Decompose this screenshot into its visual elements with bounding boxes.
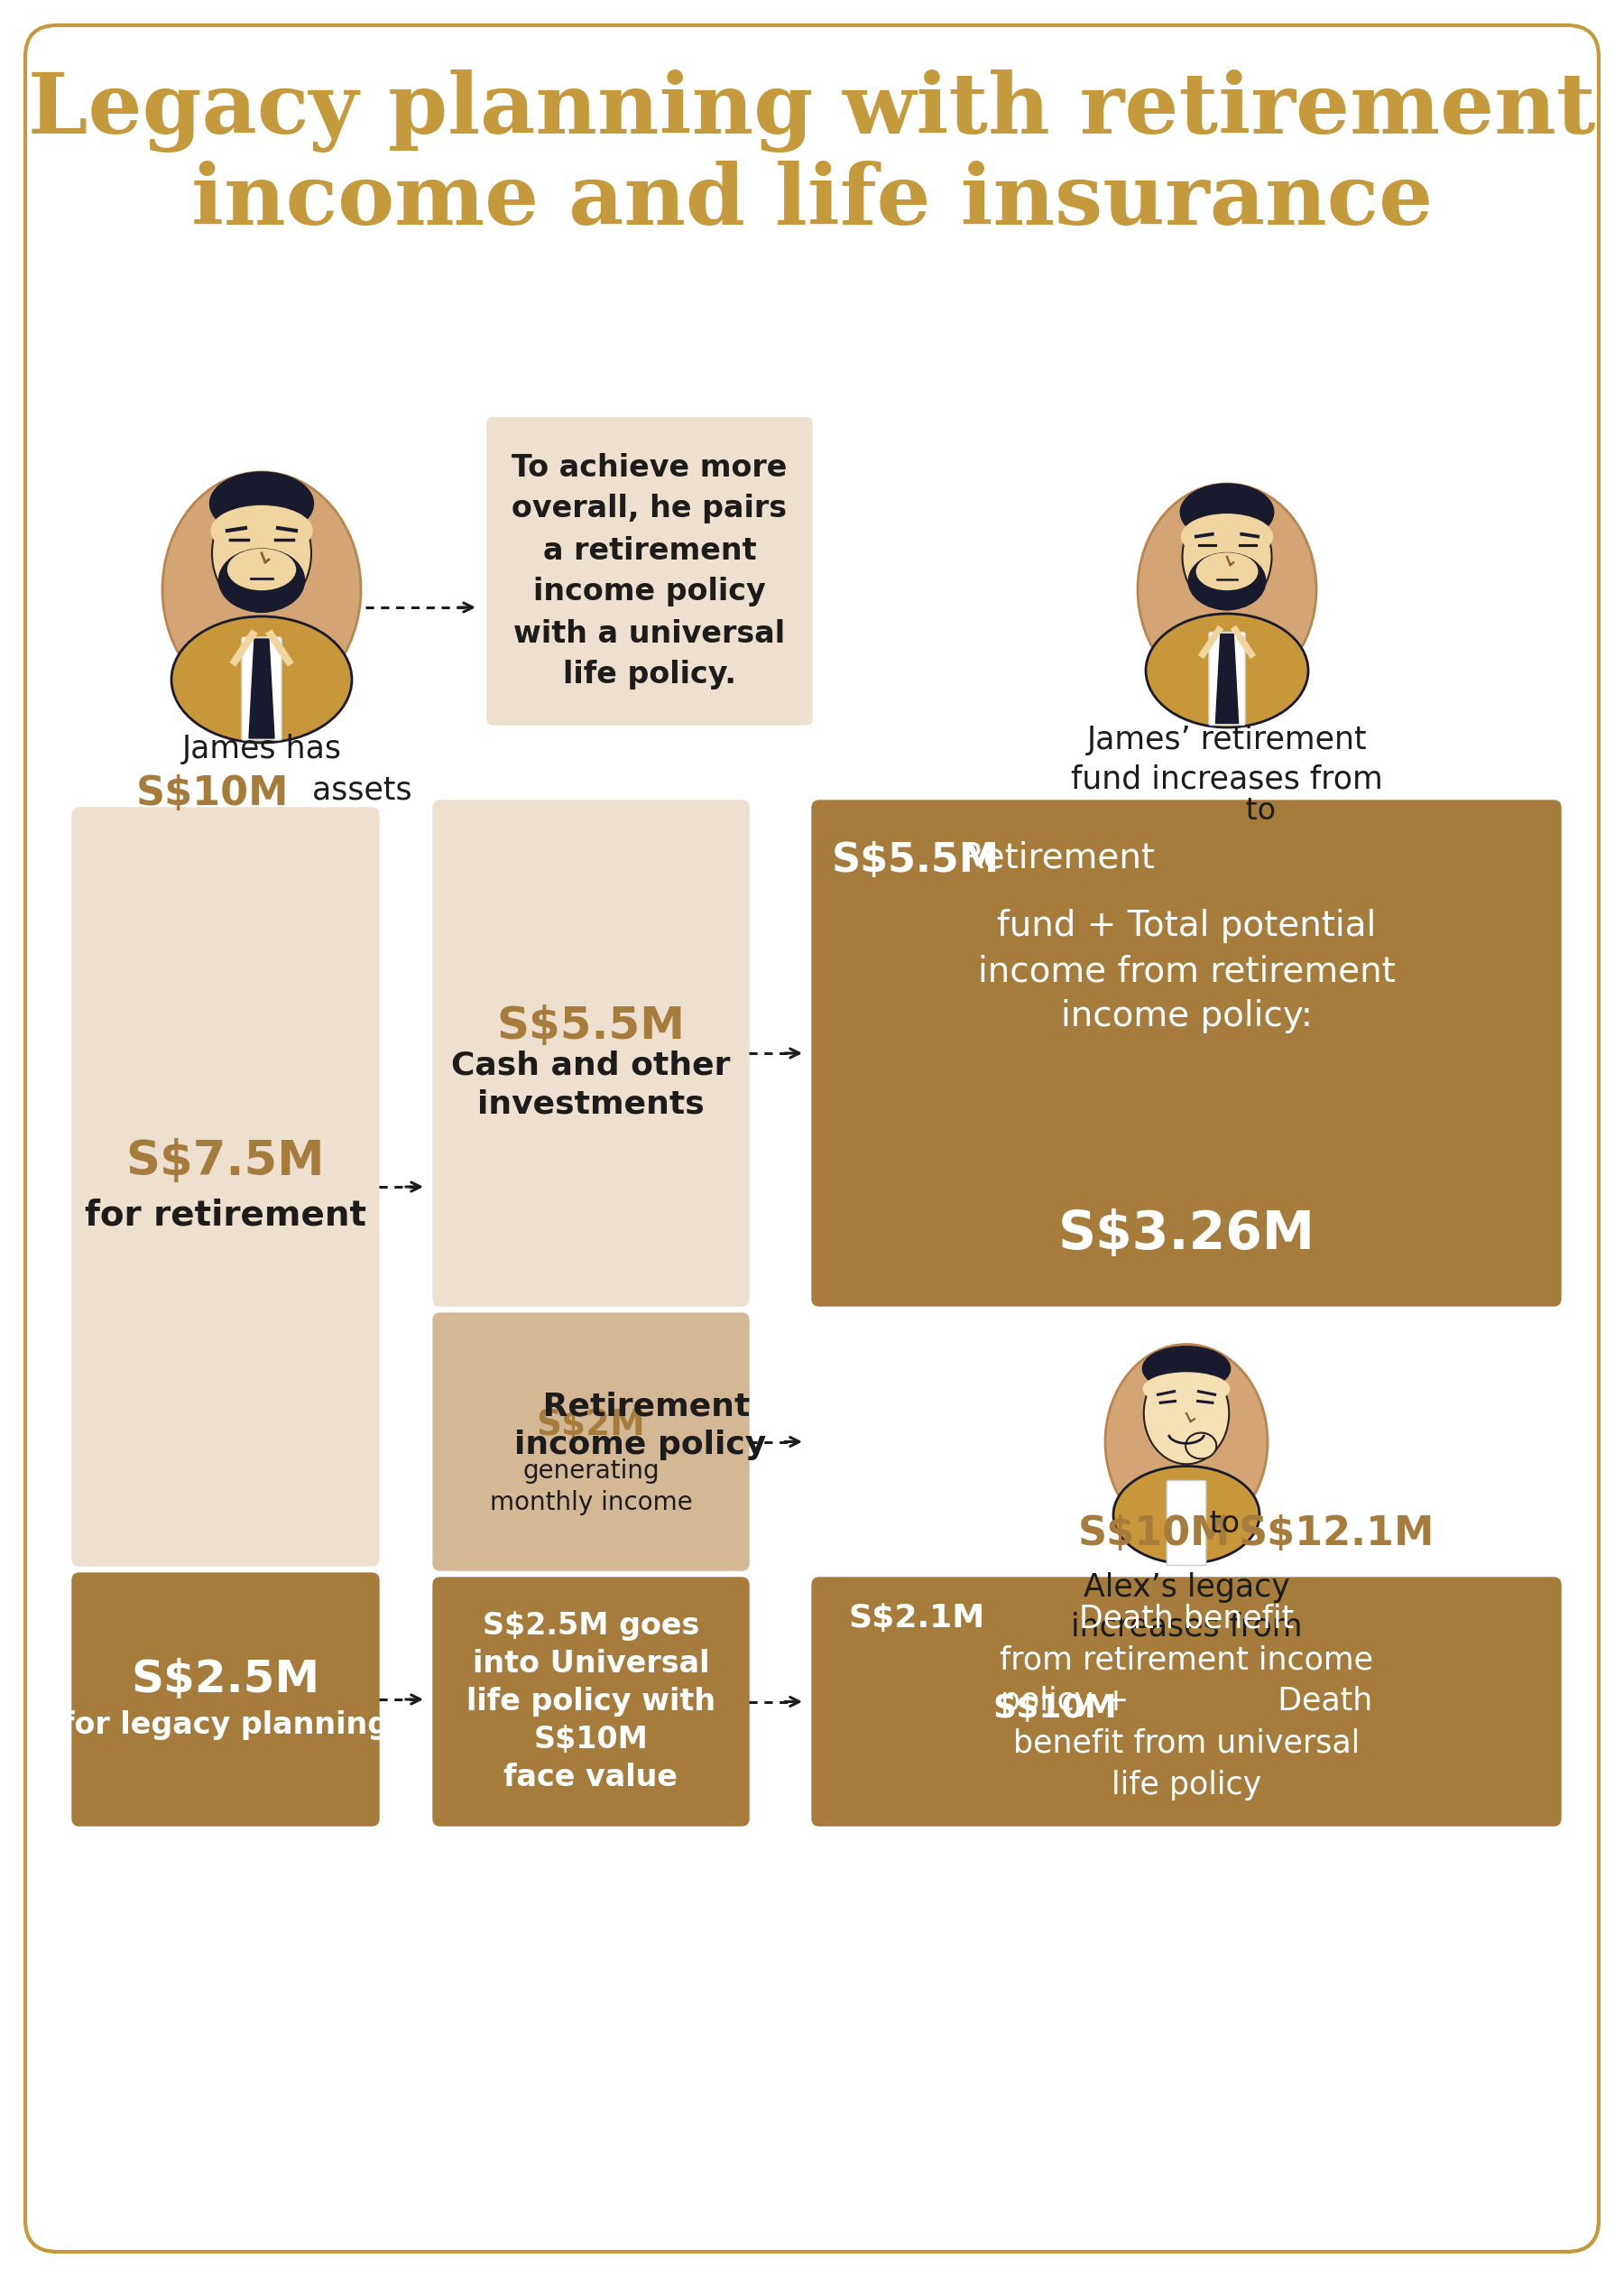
Ellipse shape [162,471,361,706]
Text: generating
monthly income: generating monthly income [489,1460,692,1514]
Text: S$8.76M: S$8.76M [1276,802,1473,840]
Text: James has: James has [182,733,341,765]
Text: S$5.5M: S$5.5M [831,840,1000,879]
FancyBboxPatch shape [434,1578,749,1826]
FancyBboxPatch shape [487,419,812,724]
Ellipse shape [1147,615,1309,726]
Ellipse shape [227,549,296,590]
Ellipse shape [172,617,352,742]
Ellipse shape [219,549,305,613]
FancyBboxPatch shape [26,25,1598,2252]
Text: S$7.5M: S$7.5M [127,1138,325,1184]
Text: Legacy planning with retirement: Legacy planning with retirement [28,71,1596,153]
Text: James’ retirement
fund increases from: James’ retirement fund increases from [1072,724,1384,795]
Text: for legacy planning: for legacy planning [62,1710,390,1740]
FancyBboxPatch shape [812,802,1561,1307]
Ellipse shape [1197,553,1257,590]
Ellipse shape [213,494,312,613]
Ellipse shape [211,505,312,556]
Text: S$5.5M: S$5.5M [497,1004,685,1047]
Text: Death benefit
from retirement income
policy +               Death
benefit from u: Death benefit from retirement income pol… [1000,1603,1374,1801]
FancyBboxPatch shape [71,1573,378,1826]
Text: S$12.1M: S$12.1M [1239,1514,1436,1553]
FancyBboxPatch shape [434,802,749,1307]
Text: S$2.5M: S$2.5M [132,1658,320,1701]
FancyBboxPatch shape [242,638,281,740]
Polygon shape [1216,633,1239,724]
Ellipse shape [1114,1466,1260,1564]
Text: S$3.26M: S$3.26M [1057,1209,1315,1259]
Text: S$2.1M: S$2.1M [848,1603,984,1635]
Ellipse shape [1106,1343,1268,1539]
Text: S$7.5M: S$7.5M [1119,802,1286,840]
Text: Retirement
income policy: Retirement income policy [515,1391,767,1460]
Text: S$2M: S$2M [536,1409,645,1444]
FancyBboxPatch shape [434,1314,749,1571]
Polygon shape [248,640,274,738]
FancyBboxPatch shape [1166,1480,1207,1564]
Ellipse shape [1189,553,1265,610]
Text: To achieve more
overall, he pairs
a retirement
income policy
with a universal
li: To achieve more overall, he pairs a reti… [512,453,788,690]
Ellipse shape [1138,483,1317,694]
Text: to: to [1200,1510,1249,1539]
Text: for retirement: for retirement [84,1198,367,1232]
Text: S$10M: S$10M [992,1694,1117,1724]
Text: assets: assets [302,774,412,806]
Text: S$10M: S$10M [1078,1514,1231,1553]
Text: S$2.5M goes
into Universal
life policy with
S$10M
face value: S$2.5M goes into Universal life policy w… [466,1610,716,1792]
Ellipse shape [209,471,313,535]
Text: Cash and other
investments: Cash and other investments [451,1050,731,1120]
Ellipse shape [1182,503,1272,610]
Text: to: to [1236,797,1286,827]
Ellipse shape [1186,1432,1216,1460]
Text: fund + Total potential
income from retirement
income policy:: fund + Total potential income from retir… [978,909,1395,1034]
Ellipse shape [1143,1373,1229,1405]
FancyBboxPatch shape [812,1578,1561,1826]
Text: S$10M: S$10M [135,774,289,813]
Text: income and life insurance: income and life insurance [192,162,1432,241]
Ellipse shape [1181,483,1273,540]
Ellipse shape [1143,1362,1229,1464]
Text: Alex’s legacy
increases from: Alex’s legacy increases from [1070,1573,1302,1642]
Text: Retirement: Retirement [948,840,1155,874]
Ellipse shape [1143,1346,1231,1391]
FancyBboxPatch shape [1208,633,1246,724]
Ellipse shape [1182,515,1273,558]
FancyBboxPatch shape [71,808,378,1567]
